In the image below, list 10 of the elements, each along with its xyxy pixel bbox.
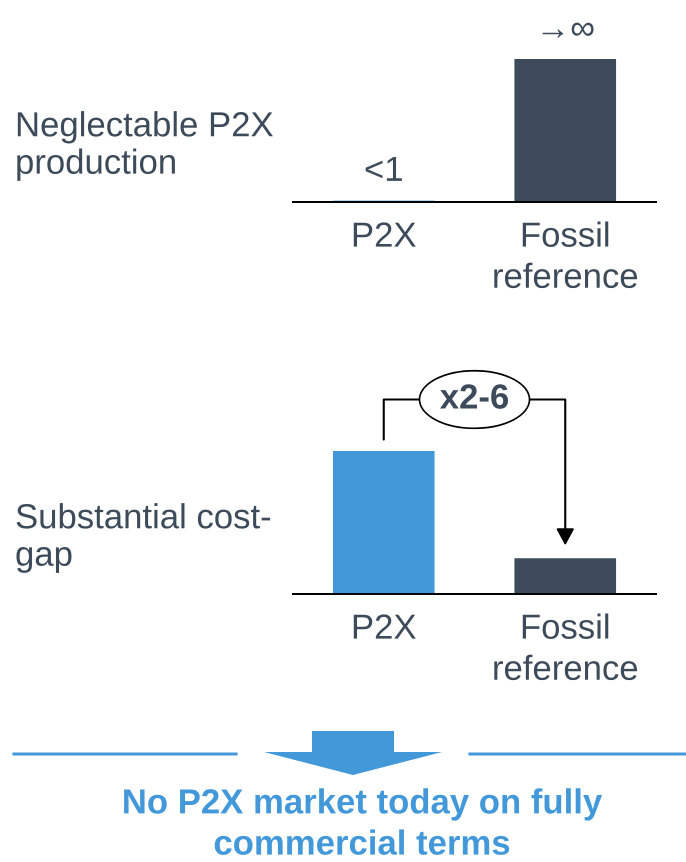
text: Neglectable P2X production: [17, 111, 273, 181]
x-tick-label: Fossil reference: [494, 613, 638, 680]
annotation: →∞: [542, 22, 594, 38]
x-tick-label: P2X: [354, 614, 416, 639]
text: Substantial cost- gap: [16, 503, 270, 573]
x-tick-label: P2X: [354, 222, 416, 247]
text: x2-6: [440, 384, 508, 409]
x-tick-label: Fossil reference: [494, 221, 638, 288]
annotation: <1: [366, 156, 402, 181]
text: No P2X market today on fully commercial terms: [124, 788, 602, 855]
